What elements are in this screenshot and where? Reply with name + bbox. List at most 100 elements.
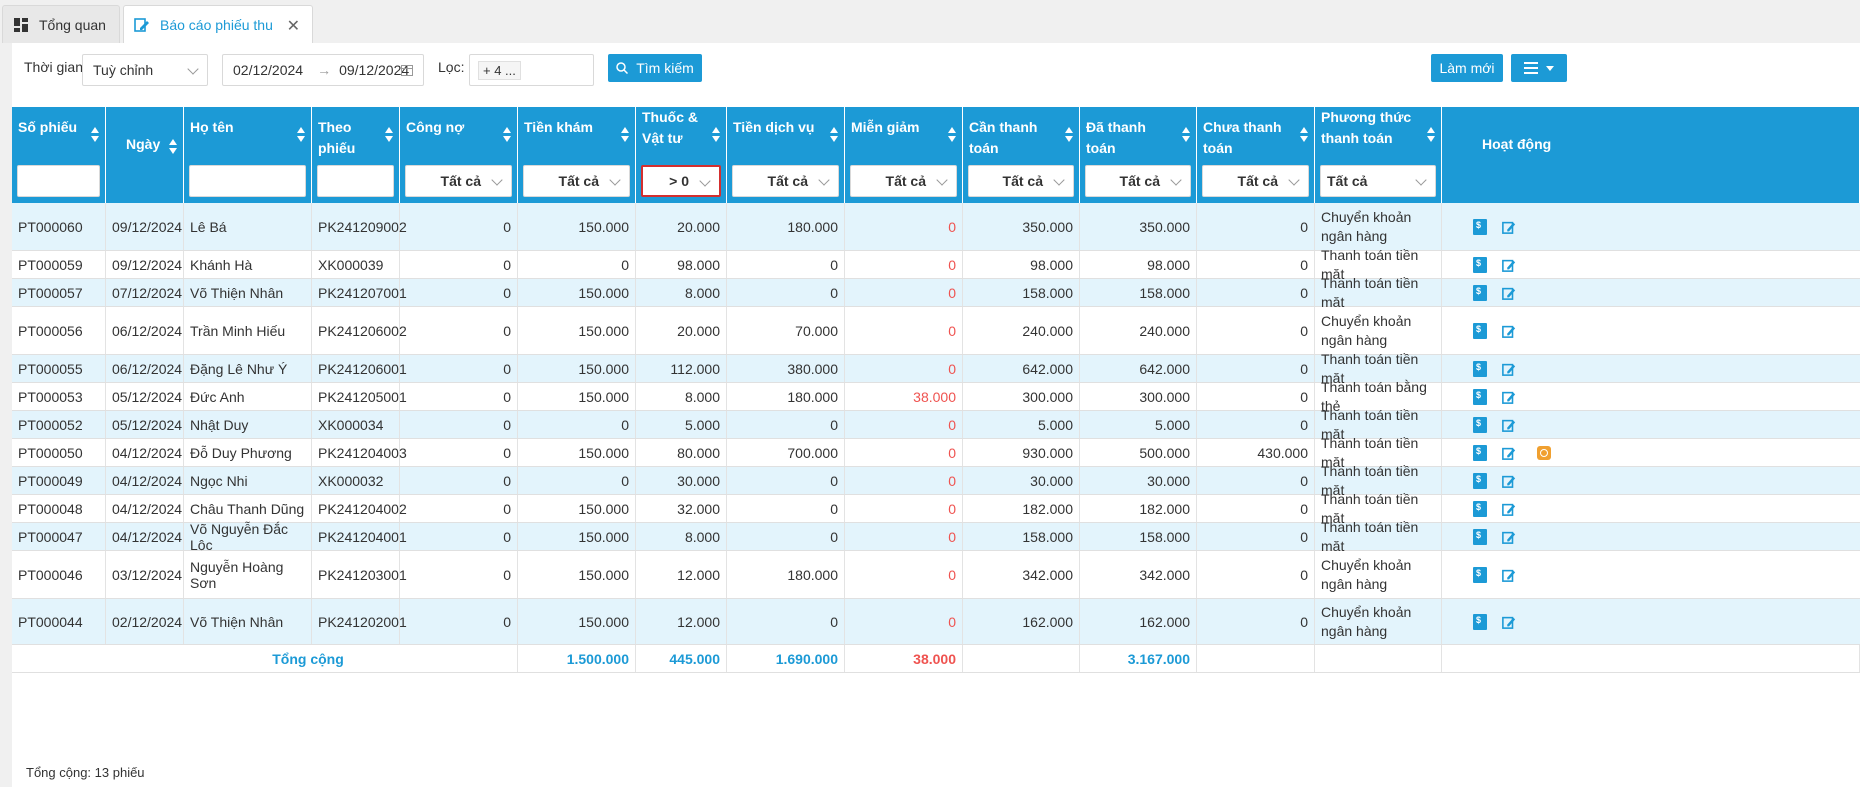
- receipt-icon[interactable]: [1473, 389, 1487, 405]
- cell-da-thanh-toan: 240.000: [1080, 307, 1197, 354]
- date-range-picker[interactable]: 02/12/2024 → 09/12/2024: [222, 54, 424, 86]
- tab-overview[interactable]: Tổng quan: [2, 5, 120, 43]
- edit-icon[interactable]: [1502, 417, 1516, 433]
- filter-select-can-thanh-toan[interactable]: Tất cả: [968, 165, 1074, 197]
- filter-select-chua-thanh-toan[interactable]: Tất cả: [1202, 165, 1309, 197]
- col-header-tien-kham[interactable]: Tiền khám Tất cả: [518, 107, 636, 203]
- edit-icon[interactable]: [1502, 257, 1516, 273]
- column-options-button[interactable]: [1511, 54, 1567, 82]
- table-row[interactable]: PT000056 06/12/2024 Trần Minh Hiếu PK241206…: [12, 307, 1860, 355]
- filter-select-tien-dich-vu[interactable]: Tất cả: [732, 165, 839, 197]
- cell-tien-kham: 150.000: [518, 307, 636, 354]
- edit-icon[interactable]: [1502, 473, 1516, 489]
- cell-ngay: 07/12/2024: [106, 279, 184, 306]
- receipt-icon[interactable]: [1473, 285, 1487, 301]
- receipt-icon[interactable]: [1473, 417, 1487, 433]
- filter-tags-input[interactable]: + 4 ...: [469, 54, 594, 86]
- cell-ngay: 06/12/2024: [106, 355, 184, 382]
- col-header-da-thanh-toan[interactable]: Đã thanh toán Tất cả: [1080, 107, 1197, 203]
- col-header-mien-giam[interactable]: Miễn giảm Tất cả: [845, 107, 963, 203]
- edit-icon[interactable]: [1502, 285, 1516, 301]
- sort-icon[interactable]: [385, 127, 393, 143]
- table-row[interactable]: PT000046 03/12/2024 Nguyễn Hoàng Sơn PK2412…: [12, 551, 1860, 599]
- sort-icon[interactable]: [91, 127, 99, 143]
- sort-icon[interactable]: [1427, 127, 1435, 143]
- edit-icon[interactable]: [1502, 219, 1516, 235]
- col-header-ho-ten[interactable]: Họ tên: [184, 107, 312, 203]
- receipt-icon[interactable]: [1473, 219, 1487, 235]
- receipt-icon[interactable]: [1473, 529, 1487, 545]
- col-header-cong-no[interactable]: Công nợ Tất cả: [400, 107, 518, 203]
- receipt-icon[interactable]: [1473, 567, 1487, 583]
- edit-icon[interactable]: [1502, 501, 1516, 517]
- col-header-phuong-thuc[interactable]: Phương thức thanh toán Tất cả: [1315, 107, 1442, 203]
- search-button[interactable]: Tìm kiếm: [608, 54, 702, 82]
- edit-icon[interactable]: [1502, 445, 1516, 461]
- table-row[interactable]: PT000050 04/12/2024 Đỗ Duy Phương PK2412040…: [12, 435, 1860, 470]
- sort-icon[interactable]: [1065, 127, 1073, 143]
- sort-icon[interactable]: [621, 127, 629, 143]
- table-row[interactable]: PT000049 04/12/2024 Ngọc Nhi XK000032 0 0 30.0…: [12, 463, 1860, 498]
- table-row[interactable]: PT000060 09/12/2024 Lê Bá PK241209002 0 150.0…: [12, 203, 1860, 251]
- filter-input-so-phieu[interactable]: [17, 165, 100, 197]
- chevron-down-icon: [936, 174, 948, 186]
- sort-icon[interactable]: [503, 127, 511, 143]
- col-header-can-thanh-toan[interactable]: Cần thanh toán Tất cả: [963, 107, 1080, 203]
- sort-icon[interactable]: [1300, 127, 1308, 143]
- receipt-icon[interactable]: [1473, 323, 1487, 339]
- table-row[interactable]: PT000055 06/12/2024 Đặng Lê Như Ý PK2412060…: [12, 351, 1860, 386]
- filter-select-cong-no[interactable]: Tất cả: [405, 165, 512, 197]
- edit-icon[interactable]: [1502, 529, 1516, 545]
- edit-icon[interactable]: [1502, 567, 1516, 583]
- edit-icon[interactable]: [1502, 323, 1516, 339]
- edit-icon[interactable]: [1502, 389, 1516, 405]
- table-row[interactable]: PT000048 04/12/2024 Châu Thanh Dũng PK24120…: [12, 491, 1860, 526]
- cell-mien-giam: 0: [845, 551, 963, 598]
- edit-icon[interactable]: [1502, 361, 1516, 377]
- receipt-icon[interactable]: [1473, 473, 1487, 489]
- filter-select-thuoc-vat-tu[interactable]: > 0: [641, 165, 721, 197]
- col-header-label: Chưa thanh toán: [1203, 119, 1282, 156]
- col-header-theo-phieu[interactable]: Theo phiếu: [312, 107, 400, 203]
- col-header-chua-thanh-toan[interactable]: Chưa thanh toán Tất cả: [1197, 107, 1315, 203]
- sort-icon[interactable]: [712, 127, 720, 143]
- refresh-button[interactable]: Làm mới: [1431, 54, 1503, 82]
- close-icon[interactable]: ✕: [286, 18, 300, 35]
- filter-select-mien-giam[interactable]: Tất cả: [850, 165, 957, 197]
- filter-input-theo-phieu[interactable]: [317, 165, 394, 197]
- col-header-so-phieu[interactable]: Số phiếu: [12, 107, 106, 203]
- sort-icon[interactable]: [169, 139, 177, 155]
- filter-input-ho-ten[interactable]: [189, 165, 306, 197]
- cell-tien-kham: 150.000: [518, 203, 636, 250]
- filter-label: Lọc:: [438, 59, 465, 75]
- payment-icon[interactable]: [1537, 446, 1551, 460]
- sort-icon[interactable]: [830, 127, 838, 143]
- edit-icon[interactable]: [1502, 614, 1516, 630]
- col-header-hoat-dong[interactable]: Hoạt động: [1442, 107, 1860, 203]
- table-row[interactable]: PT000044 02/12/2024 Võ Thiện Nhân PK2412020…: [12, 599, 1860, 645]
- col-header-thuoc-vat-tu[interactable]: Thuốc & Vật tư > 0: [636, 107, 727, 203]
- receipt-icon[interactable]: [1473, 614, 1487, 630]
- table-row[interactable]: PT000057 07/12/2024 Võ Thiện Nhân PK2412070…: [12, 275, 1860, 310]
- receipt-icon[interactable]: [1473, 257, 1487, 273]
- table-row[interactable]: PT000052 05/12/2024 Nhật Duy XK000034 0 0 5.00…: [12, 407, 1860, 442]
- col-header-ngay[interactable]: Ngày: [106, 107, 184, 203]
- receipt-icon[interactable]: [1473, 445, 1487, 461]
- filter-select-tien-kham[interactable]: Tất cả: [523, 165, 630, 197]
- receipt-icon[interactable]: [1473, 361, 1487, 377]
- filter-select-da-thanh-toan[interactable]: Tất cả: [1085, 165, 1191, 197]
- tab-receipt-report[interactable]: Báo cáo phiếu thu ✕: [123, 5, 313, 43]
- table-row[interactable]: PT000059 09/12/2024 Khánh Hà XK000039 0 0 98.0…: [12, 247, 1860, 282]
- sort-icon[interactable]: [297, 127, 305, 143]
- filter-select-phuong-thuc[interactable]: Tất cả: [1320, 165, 1436, 197]
- receipt-icon[interactable]: [1473, 501, 1487, 517]
- table-row[interactable]: PT000047 04/12/2024 Võ Nguyễn Đắc Lộc PK241…: [12, 519, 1860, 554]
- table-row[interactable]: PT000053 05/12/2024 Đức Anh PK241205001 0 150…: [12, 379, 1860, 414]
- cell-ho-ten: Trần Minh Hiếu: [184, 307, 312, 354]
- col-header-tien-dich-vu[interactable]: Tiền dịch vụ Tất cả: [727, 107, 845, 203]
- sort-icon[interactable]: [1182, 127, 1190, 143]
- time-range-select[interactable]: Tuỳ chỉnh: [82, 54, 208, 86]
- cell-tien-dich-vu: 0: [727, 411, 845, 438]
- col-header-label: Miễn giảm: [851, 119, 920, 135]
- sort-icon[interactable]: [948, 127, 956, 143]
